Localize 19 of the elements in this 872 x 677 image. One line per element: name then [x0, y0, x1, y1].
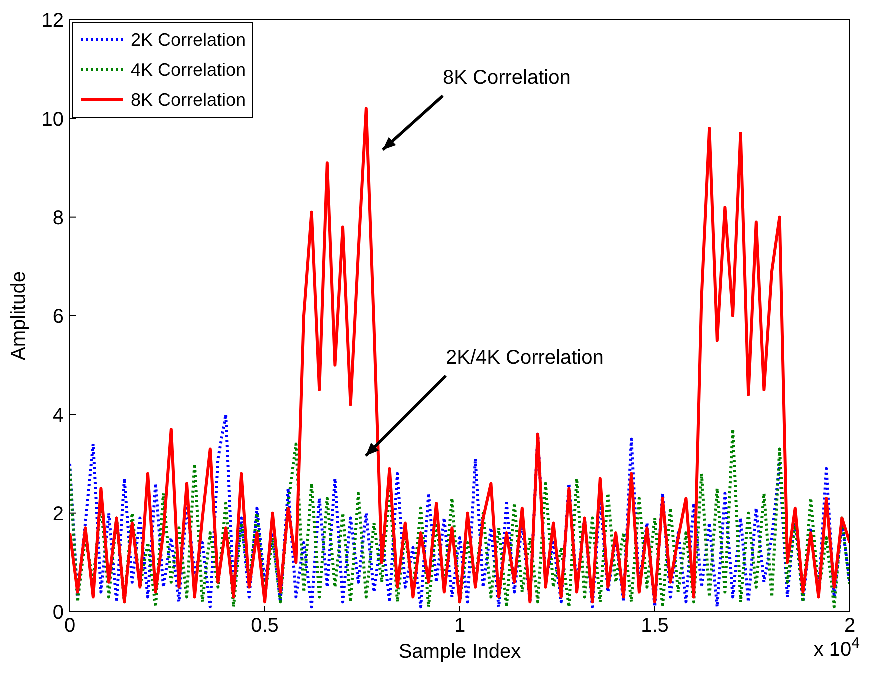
y-tick-label: 2	[52, 503, 64, 526]
y-tick-label: 10	[42, 108, 64, 131]
legend-label: 4K Correlation	[131, 60, 246, 80]
legend-label: 8K Correlation	[131, 90, 246, 110]
x-tick-label: 1	[454, 615, 466, 638]
x-tick-label: 2	[844, 615, 856, 638]
text: x 10$^{4}$	[814, 634, 860, 661]
annotation: 8K Correlation	[443, 67, 571, 89]
y-axis-title: Amplitude	[8, 272, 30, 360]
y-tick-label: 4	[52, 404, 64, 427]
legend-label: 2K Correlation	[131, 30, 246, 50]
y-tick-label: 12	[42, 10, 64, 32]
annotation: 2K/4K Correlation	[446, 347, 604, 369]
y-tick-label: 6	[52, 306, 64, 328]
x-tick-label: 0.5	[251, 615, 279, 638]
y-tick-label: 8	[52, 207, 64, 230]
line-series	[70, 107, 850, 604]
x-axis-title: Sample Index	[398, 641, 522, 663]
x-tick-label: 1.5	[641, 615, 669, 638]
